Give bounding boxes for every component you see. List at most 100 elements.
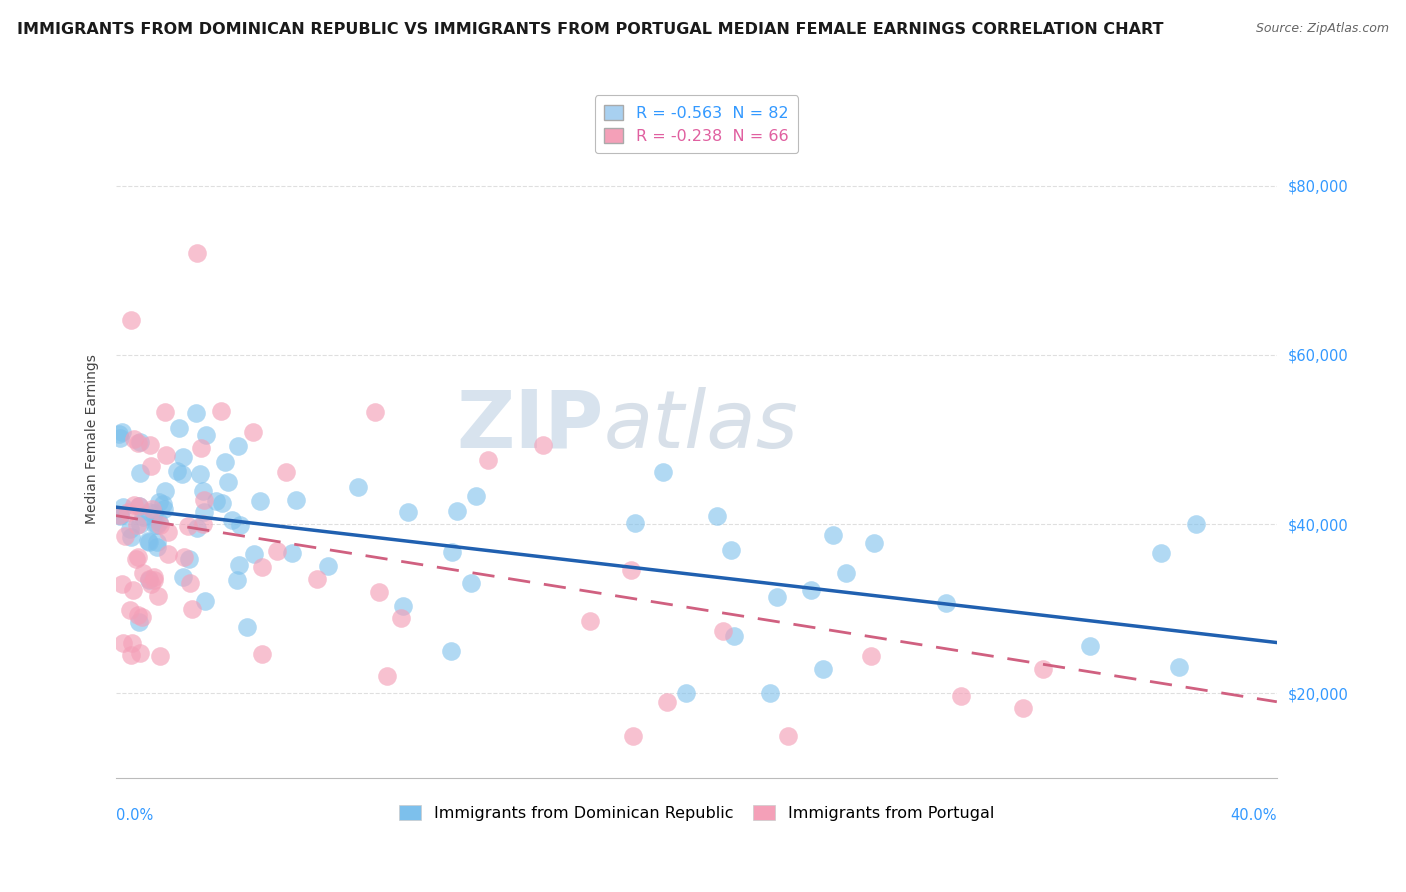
Point (153, 502, 176, 516)
Point (706, 509, 728, 524)
Point (179, 575, 201, 590)
Point (579, 614, 602, 628)
Legend: R = -0.563  N = 82, R = -0.238  N = 66: R = -0.563 N = 82, R = -0.238 N = 66 (595, 95, 799, 153)
Point (250, 559, 273, 574)
Point (146, 518, 169, 533)
Point (194, 428, 217, 442)
Point (139, 576, 162, 591)
Point (1078, 639, 1101, 653)
Point (125, 552, 148, 566)
Point (143, 517, 166, 532)
Point (364, 405, 387, 419)
Point (280, 546, 302, 560)
Point (477, 452, 499, 467)
Point (156, 524, 179, 539)
Point (111, 500, 134, 514)
Point (1012, 701, 1035, 715)
Point (316, 558, 339, 573)
Point (1149, 546, 1171, 560)
Point (191, 484, 214, 499)
Point (127, 435, 149, 450)
Point (149, 648, 172, 663)
Point (166, 464, 188, 478)
Point (179, 551, 201, 566)
Point (155, 448, 177, 462)
Point (127, 607, 149, 622)
Point (112, 636, 135, 650)
Point (186, 406, 208, 420)
Point (209, 404, 232, 418)
Point (217, 475, 239, 490)
Point (441, 544, 464, 558)
Point (720, 542, 742, 557)
Point (128, 499, 150, 513)
Text: 40.0%: 40.0% (1230, 808, 1277, 823)
Point (172, 450, 194, 465)
Point (221, 512, 243, 526)
Point (1185, 517, 1208, 532)
Point (1167, 660, 1189, 674)
Point (128, 615, 150, 630)
Point (250, 647, 273, 661)
Point (148, 494, 170, 508)
Point (347, 480, 370, 494)
Point (307, 572, 329, 586)
Point (120, 312, 142, 326)
Point (800, 583, 823, 598)
Point (138, 572, 160, 586)
Point (226, 439, 249, 453)
Point (110, 508, 132, 523)
Point (226, 574, 249, 588)
Point (141, 501, 163, 516)
Point (122, 498, 145, 512)
Point (465, 489, 488, 503)
Point (228, 558, 250, 573)
Point (132, 509, 155, 524)
Point (153, 405, 176, 419)
Point (145, 535, 167, 549)
Point (205, 493, 228, 508)
Point (531, 438, 554, 452)
Point (284, 493, 307, 508)
Point (167, 421, 190, 435)
Point (675, 686, 697, 700)
Point (621, 729, 644, 743)
Point (652, 465, 675, 479)
Point (120, 603, 142, 617)
Point (129, 435, 152, 450)
Point (191, 517, 214, 532)
Point (811, 662, 834, 676)
Point (860, 648, 883, 663)
Point (446, 504, 468, 518)
Point (759, 686, 782, 700)
Point (711, 624, 734, 638)
Point (193, 505, 215, 519)
Point (108, 426, 131, 441)
Point (114, 528, 136, 542)
Point (229, 517, 252, 532)
Point (120, 648, 142, 662)
Point (138, 574, 160, 588)
Point (157, 547, 180, 561)
Point (249, 493, 271, 508)
Point (120, 522, 142, 536)
Point (138, 533, 160, 548)
Point (142, 570, 165, 584)
Text: Source: ZipAtlas.com: Source: ZipAtlas.com (1256, 22, 1389, 36)
Point (155, 483, 177, 498)
Point (211, 496, 233, 510)
Point (129, 516, 152, 531)
Point (186, 520, 208, 534)
Point (368, 585, 391, 599)
Point (111, 425, 134, 439)
Point (121, 636, 143, 650)
Point (620, 563, 643, 577)
Point (108, 431, 131, 445)
Point (172, 569, 194, 583)
Point (146, 540, 169, 554)
Point (243, 548, 266, 562)
Point (776, 729, 799, 743)
Point (138, 505, 160, 519)
Point (177, 519, 200, 533)
Point (141, 458, 163, 473)
